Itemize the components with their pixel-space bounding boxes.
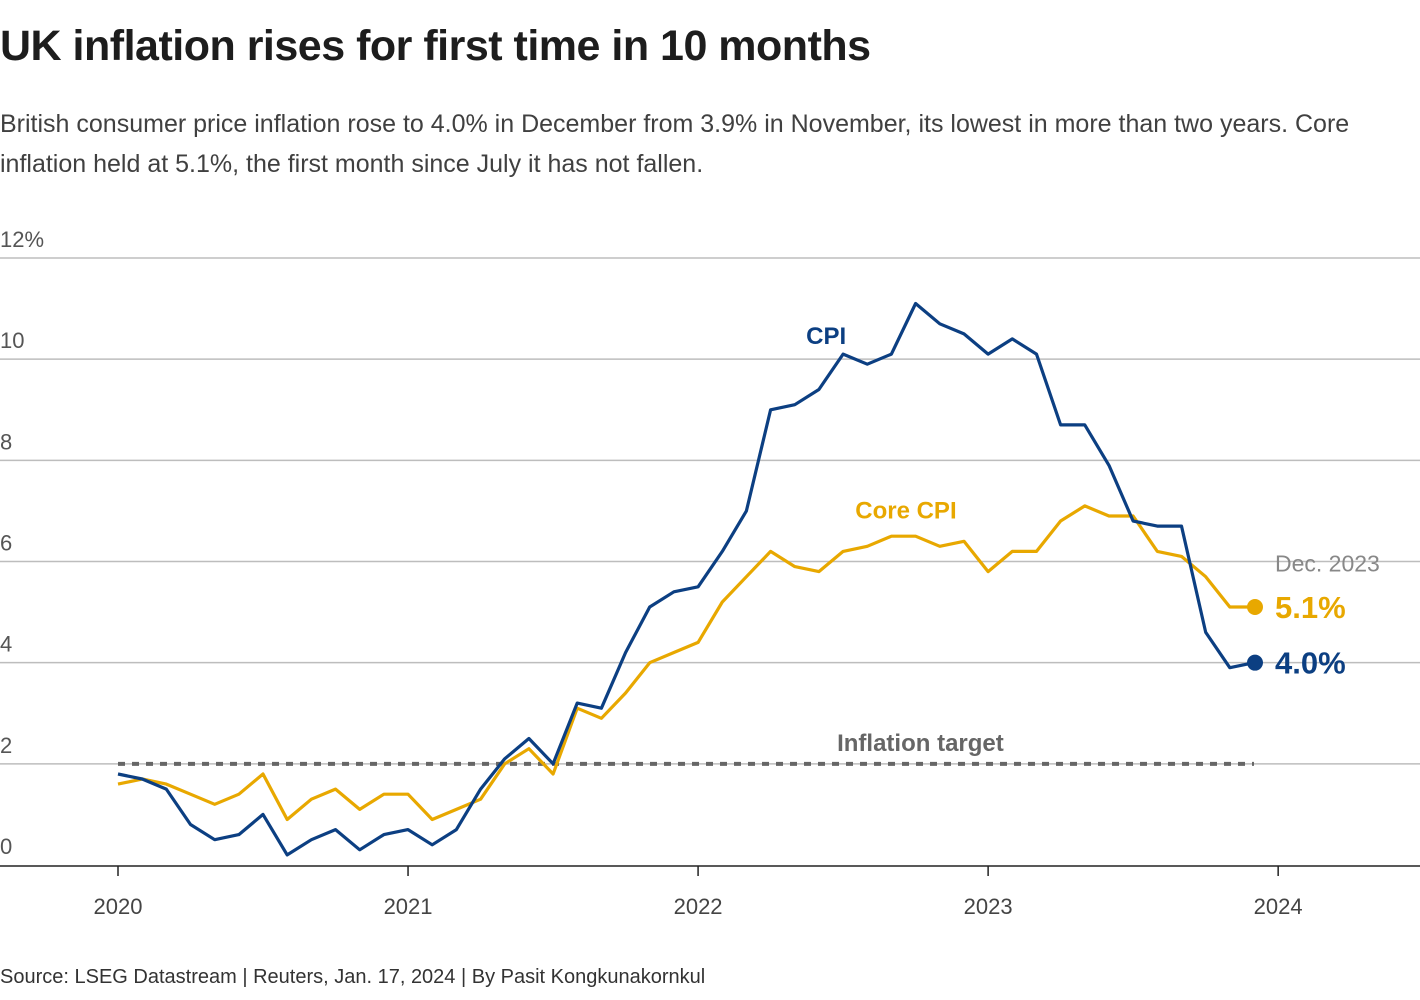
- x-axis-ticks: 2020 2021 2022 2023 2024: [94, 866, 1303, 919]
- line-chart: 0 2 4 6 8 10 12% Inflation target 2020 2021 2022…: [0, 227, 1420, 919]
- y-tick-label: 0: [0, 834, 12, 859]
- source-note: Source: LSEG Datastream | Reuters, Jan. …: [0, 966, 706, 988]
- core-cpi-end-point: [1246, 599, 1263, 616]
- y-tick-label: 12%: [0, 227, 44, 252]
- cpi-line: [117, 301, 1255, 857]
- y-tick-label: 6: [0, 531, 12, 556]
- inflation-target-label: Inflation target: [837, 730, 1004, 757]
- chart-subtitle: British consumer price inflation rose to…: [0, 110, 1350, 178]
- core-cpi-line: [117, 504, 1254, 822]
- cpi-end-point: [1246, 654, 1263, 671]
- y-tick-label: 2: [0, 733, 12, 758]
- y-tick-label: 4: [0, 632, 12, 657]
- y-tick-label: 8: [0, 429, 12, 454]
- y-tick-label: 10: [0, 328, 24, 353]
- x-tick-label: 2020: [94, 894, 143, 919]
- x-tick-label: 2021: [384, 894, 433, 919]
- core-cpi-series-label: Core CPI: [855, 498, 956, 525]
- x-tick-label: 2022: [674, 894, 723, 919]
- chart-title: UK inflation rises for first time in 10 …: [0, 22, 871, 70]
- core-cpi-end-value-label: 5.1%: [1275, 590, 1346, 625]
- cpi-series-label: CPI: [806, 323, 846, 350]
- gridlines: [0, 257, 1420, 765]
- cpi-end-value-label: 4.0%: [1275, 646, 1346, 681]
- x-tick-label: 2024: [1254, 894, 1303, 919]
- x-tick-label: 2023: [964, 894, 1013, 919]
- latest-date-label: Dec. 2023: [1275, 551, 1380, 577]
- y-axis-tick-labels: 0 2 4 6 8 10 12%: [0, 227, 44, 859]
